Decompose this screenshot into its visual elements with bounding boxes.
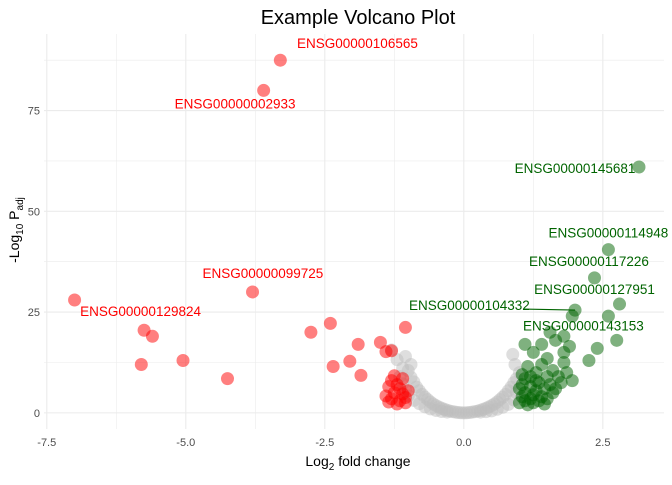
data-point xyxy=(506,347,520,361)
point-annotation: ENSG00000127951 xyxy=(534,282,655,297)
data-point xyxy=(220,372,234,386)
data-point xyxy=(354,368,368,382)
data-point xyxy=(257,83,271,97)
point-annotation: ENSG00000129824 xyxy=(80,304,201,319)
y-axis-title-pre: -Log xyxy=(6,235,22,263)
x-axis-title-rest: fold change xyxy=(334,453,410,469)
data-point xyxy=(401,384,415,398)
data-point xyxy=(613,297,627,311)
data-point xyxy=(529,374,543,388)
x-tick-label: -5.0 xyxy=(176,437,195,449)
data-point xyxy=(508,358,522,372)
x-tick-label: -2.5 xyxy=(315,437,334,449)
data-point xyxy=(518,337,532,351)
data-point xyxy=(582,353,596,367)
data-point xyxy=(145,329,159,343)
data-point xyxy=(68,293,82,307)
data-point xyxy=(515,368,529,382)
data-point xyxy=(601,309,615,323)
y-axis-title-subscript-2: adj xyxy=(15,197,26,210)
y-axis-title-mid: P xyxy=(6,210,22,223)
data-point xyxy=(554,376,568,390)
data-point xyxy=(474,405,488,419)
data-point xyxy=(535,337,549,351)
points-layer xyxy=(68,53,646,420)
data-point xyxy=(587,271,601,285)
y-axis-title: -Log10 Padj xyxy=(6,197,26,263)
point-annotation: ENSG00000143153 xyxy=(523,318,644,333)
data-point xyxy=(521,398,535,412)
point-annotation: ENSG00000114948 xyxy=(548,226,668,241)
data-point xyxy=(134,358,148,372)
annotation-leader-line xyxy=(523,308,576,311)
point-annotation: ENSG00000106565 xyxy=(297,36,418,51)
data-point xyxy=(304,325,318,339)
data-point xyxy=(601,243,615,257)
point-annotation: ENSG00000117226 xyxy=(529,254,649,269)
point-annotation: ENSG00000104332 xyxy=(409,298,530,313)
data-point xyxy=(557,355,571,369)
data-point xyxy=(526,345,540,359)
data-point xyxy=(323,316,337,330)
data-point xyxy=(610,333,624,347)
data-point xyxy=(385,344,399,358)
y-tick-label: 75 xyxy=(28,106,40,118)
data-point xyxy=(565,374,579,388)
chart-title: Example Volcano Plot xyxy=(261,7,456,29)
x-axis-title-subscript: 2 xyxy=(329,462,335,473)
data-point xyxy=(246,285,260,299)
data-point xyxy=(590,341,604,355)
data-point xyxy=(326,360,340,374)
point-annotation: ENSG00000145681 xyxy=(515,161,636,176)
data-point xyxy=(398,320,412,334)
data-point xyxy=(273,53,287,67)
tick-label-layer: -7.5 -5.0 -2.5 0.0 2.5 0 25 50 75 xyxy=(28,106,611,449)
data-point xyxy=(537,397,551,411)
data-point xyxy=(549,333,563,347)
data-point xyxy=(632,160,646,174)
annotation-layer: ENSG00000106565 ENSG00000002933 ENSG000000… xyxy=(80,36,668,333)
x-tick-label: 2.5 xyxy=(595,437,610,449)
y-tick-label: 50 xyxy=(28,206,40,218)
x-tick-label: 0.0 xyxy=(456,437,471,449)
data-point xyxy=(396,372,410,386)
x-axis-title: Log2 fold change xyxy=(305,453,410,473)
data-point xyxy=(557,345,571,359)
data-point xyxy=(176,353,190,367)
y-tick-label: 0 xyxy=(34,408,40,420)
data-point xyxy=(351,337,365,351)
data-point xyxy=(565,309,579,323)
grid-layer xyxy=(44,34,664,429)
y-axis-title-subscript-1: 10 xyxy=(15,223,26,235)
data-point xyxy=(398,349,412,363)
point-annotation: ENSG00000099725 xyxy=(202,266,323,281)
x-axis-title-main: Log xyxy=(305,453,328,469)
data-point xyxy=(343,354,357,368)
point-annotation: ENSG00000002933 xyxy=(175,97,296,112)
y-tick-label: 25 xyxy=(28,307,40,319)
data-point xyxy=(382,395,396,409)
x-tick-label: -7.5 xyxy=(37,437,56,449)
